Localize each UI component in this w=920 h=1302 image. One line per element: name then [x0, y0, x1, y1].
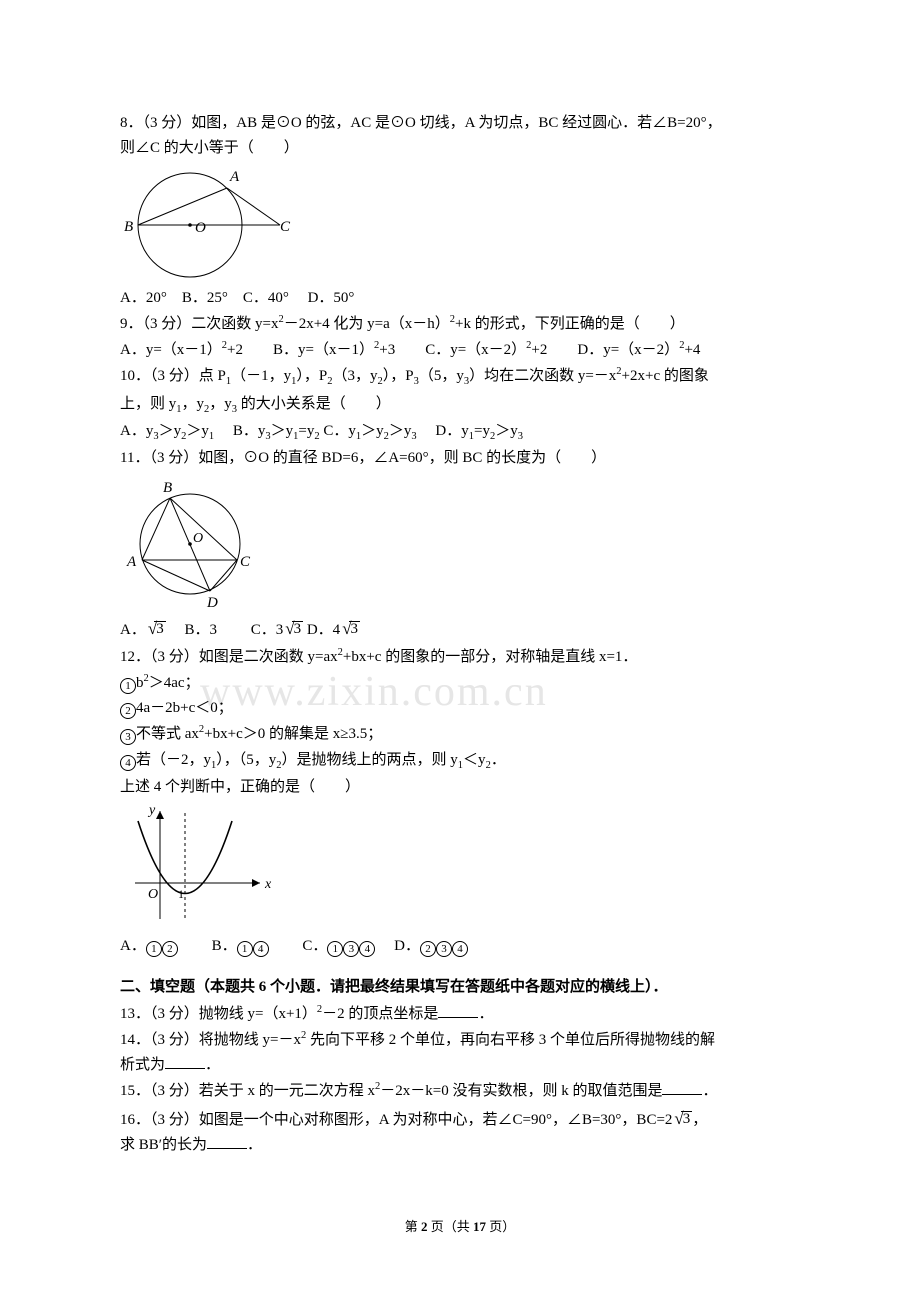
q13-stem: 13．（3 分）抛物线 y=（x+1）2－2 的顶点坐标是． [120, 1002, 800, 1026]
q16-stem-1: 16．（3 分）如图是一个中心对称图形，A 为对称中心，若∠C=90°，∠B=3… [120, 1106, 800, 1132]
q11-figure: O B A C D [120, 472, 270, 612]
q14-blank[interactable] [165, 1055, 205, 1070]
q12-figure: x y O 1 [120, 801, 280, 931]
q16-blank[interactable] [207, 1135, 247, 1150]
q8-label-O: O [195, 220, 206, 236]
q9-options: A．y=（x－1）2+2 B．y=（x－1）2+3 C．y=（x－2）2+2 D… [120, 338, 800, 362]
q12-s4: 4若（－2，y1），（5，y2）是抛物线上的两点，则 y1＜y2． [120, 749, 800, 774]
q15-stem: 15．（3 分）若关于 x 的一元二次方程 x2－2x－k=0 没有实数根，则 … [120, 1079, 800, 1103]
page-footer: 第 2 页（共 17 页） [120, 1217, 800, 1237]
q8-figure: O B C A [120, 163, 295, 283]
q12-s3: 3不等式 ax2+bx+c＞0 的解集是 x≥3.5； [120, 722, 800, 746]
q11-label-A: A [126, 554, 137, 570]
q8-stem-2: 则∠C 的大小等于（ ） [120, 137, 800, 160]
q12-label-y: y [147, 803, 156, 818]
q8-stem-1: 8．（3 分）如图，AB 是⊙O 的弦，AC 是⊙O 切线，A 为切点，BC 经… [120, 112, 800, 135]
q16-stem-2: 求 BB′的长为． [120, 1134, 800, 1157]
q8-label-A: A [229, 169, 240, 185]
q15-blank[interactable] [662, 1081, 702, 1096]
q8-options: A．20° B．25° C．40° D．50° [120, 287, 800, 310]
q11-label-B: B [163, 480, 172, 496]
q14-stem-1: 14．（3 分）将抛物线 y=－x2 先向下平移 2 个单位，再向右平移 3 个… [120, 1028, 800, 1052]
q13-blank[interactable] [438, 1003, 478, 1018]
q11-label-C: C [240, 554, 251, 570]
q8-label-C: C [280, 219, 291, 235]
q10-stem-2: 上，则 y1，y2，y3 的大小关系是（ ） [120, 393, 800, 418]
q9-stem: 9．（3 分）二次函数 y=x2－2x+4 化为 y=a（x－h）2+k 的形式… [120, 312, 800, 336]
q14-stem-2: 析式为． [120, 1054, 800, 1077]
q8-label-B: B [124, 219, 133, 235]
q11-stem: 11．（3 分）如图，⊙O 的直径 BD=6，∠A=60°，则 BC 的长度为（… [120, 447, 800, 470]
q12-label-x: x [264, 877, 272, 892]
q11-label-O: O [193, 531, 203, 546]
q10-stem-1: 10．（3 分）点 P1（－1，y1），P2（3，y2），P3（5，y3）均在二… [120, 364, 800, 390]
q12-s1: 1b2＞4ac； [120, 671, 800, 695]
q12-tail: 上述 4 个判断中，正确的是（ ） [120, 776, 800, 799]
q12-options: A．12 B．14 C．134 D．234 [120, 935, 800, 958]
q12-s2: 24a－2b+c＜0； [120, 697, 800, 720]
section2-title: 二、填空题（本题共 6 个小题．请把最终结果填写在答题纸中各题对应的横线上）． [120, 976, 800, 999]
q12-label-O: O [148, 887, 158, 902]
q12-stem: 12．（3 分）如图是二次函数 y=ax2+bx+c 的图象的一部分，对称轴是直… [120, 645, 800, 669]
q10-options: A．y3＞y2＞y1 B．y3＞y1=y2 C．y1＞y2＞y3 D．y1=y2… [120, 420, 800, 445]
q11-label-D: D [206, 595, 218, 611]
q11-options: A．√3 B．3 C．3√3 D．4√3 [120, 616, 800, 642]
